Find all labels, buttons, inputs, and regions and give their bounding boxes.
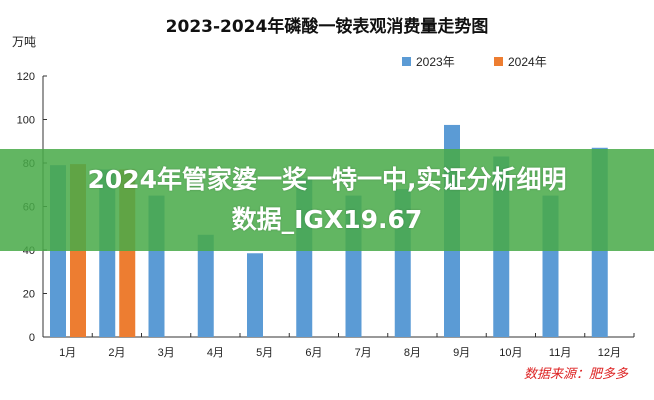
x-tick-label: 4月 xyxy=(207,347,224,359)
overlay-line-2: 数据_IGX19.67 xyxy=(231,205,423,234)
y-tick-label: 120 xyxy=(17,71,35,83)
y-axis-unit: 万吨 xyxy=(12,35,36,49)
overlay-line-1: 2024年管家婆一奖一特一中,实证分析细明 xyxy=(87,165,567,194)
y-tick-label: 0 xyxy=(29,332,35,344)
x-tick-label: 8月 xyxy=(404,347,421,359)
x-tick-label: 3月 xyxy=(158,347,175,359)
x-tick-label: 6月 xyxy=(305,347,322,359)
legend-label: 2023年 xyxy=(416,55,455,69)
x-tick-label: 2月 xyxy=(108,347,125,359)
legend-swatch xyxy=(402,57,411,66)
x-tick-label: 5月 xyxy=(256,347,273,359)
x-tick-label: 11月 xyxy=(549,347,571,359)
overlay-banner: 2024年管家婆一奖一特一中,实证分析细明 数据_IGX19.67 xyxy=(0,149,654,251)
x-tick-label: 9月 xyxy=(453,347,470,359)
x-tick-label: 12月 xyxy=(598,347,621,359)
x-tick-label: 10月 xyxy=(499,347,522,359)
bar-2023-4月 xyxy=(197,234,214,337)
legend: 2023年 2024年 xyxy=(402,55,547,69)
chart-title: 2023-2024年磷酸一铵表观消费量走势图 xyxy=(166,16,489,37)
x-tick-label: 1月 xyxy=(59,347,76,359)
legend-label: 2024年 xyxy=(508,55,547,69)
y-tick-label: 20 xyxy=(23,289,35,301)
bar-2023-5月 xyxy=(247,253,263,337)
x-tick-label: 7月 xyxy=(355,347,372,359)
legend-swatch xyxy=(494,57,503,66)
y-tick-label: 100 xyxy=(17,115,35,127)
data-source: 数据来源：肥多多 xyxy=(524,367,629,382)
